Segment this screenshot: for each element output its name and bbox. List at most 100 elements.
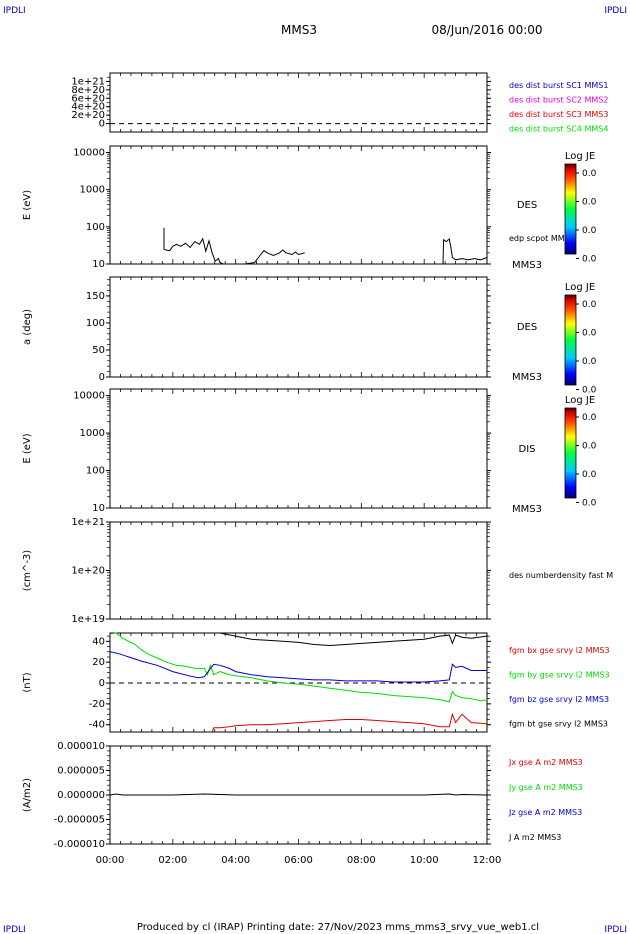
colorbar-tick-label: 0.0 xyxy=(582,226,597,236)
y-tick-label: 100 xyxy=(86,466,105,477)
x-axis: 00:00 02:00 04:00 06:00 08:00 10:00 12:00 xyxy=(96,855,502,866)
scpot-line xyxy=(163,227,236,265)
y-tick-label: 1000 xyxy=(80,185,105,196)
plot-title-date: 08/Jun/2016 00:00 xyxy=(431,23,542,37)
panel-2: 10000 1000 100 10 E (eV) DES edp scpot MMS3 MMS… xyxy=(22,145,597,271)
y-tick-label: 10000 xyxy=(73,148,105,159)
y-tick-label: 0.000005 xyxy=(57,766,105,777)
colorbar-tick-label: 0.0 xyxy=(582,198,597,208)
panel-frame xyxy=(109,388,488,509)
colorbar-tick-label: 0.0 xyxy=(582,386,597,396)
colorbar-tick-label: 0.0 xyxy=(582,442,597,452)
y-tick-label: 0 xyxy=(99,372,105,383)
y-axis-label: (nT) xyxy=(22,672,33,692)
x-tick-label: 00:00 xyxy=(96,855,125,866)
colorbar-title: Log JE xyxy=(565,395,595,406)
y-tick-label: 2e+20 xyxy=(71,110,105,121)
x-tick-label: 10:00 xyxy=(410,855,439,866)
scpot-line xyxy=(235,249,305,265)
x-tick-label: 12:00 xyxy=(473,855,502,866)
y-tick-label: 0.000000 xyxy=(57,790,105,801)
y-tick-label: 100 xyxy=(86,222,105,233)
panel-3: 150 100 50 0 a (deg) DES MMS3 Log JE 0.0 0.0 0.0 0.… xyxy=(22,276,597,396)
sc-label: MMS3 xyxy=(512,260,542,271)
colorbar-tick-label: 0.0 xyxy=(582,255,597,265)
panel-frame xyxy=(109,145,488,265)
y-axis-label: E (eV) xyxy=(22,190,33,220)
y-tick-label: 0.000010 xyxy=(57,741,105,752)
colorbar-tick-label: 0.0 xyxy=(582,413,597,423)
y-tick-label: -20 xyxy=(89,699,105,710)
legend-entry: fgm by gse srvy l2 MMS3 xyxy=(509,671,610,680)
panel-frame xyxy=(109,632,488,733)
colorbar-title: Log JE xyxy=(565,151,595,162)
current-line xyxy=(109,793,488,796)
species-label: DES xyxy=(517,322,537,333)
legend-entry: des dist burst SC4 MMS4 xyxy=(509,125,608,134)
species-label: DES xyxy=(517,200,537,211)
panel-frame xyxy=(109,276,488,378)
colorbar-tick-label: 0.0 xyxy=(582,329,597,339)
y-tick-label: 1000 xyxy=(80,428,105,439)
y-tick-label: 10 xyxy=(92,503,105,514)
legend-entry: fgm bx gse srvy l2 MMS3 xyxy=(509,646,610,655)
y-tick-label: 0 xyxy=(99,678,105,689)
side-label: des numberdensity fast M xyxy=(509,571,613,580)
y-tick-label: 50 xyxy=(92,345,105,356)
legend-entry: fgm bz gse srvy l2 MMS3 xyxy=(509,695,609,704)
x-tick-label: 04:00 xyxy=(221,855,250,866)
x-tick-label: 02:00 xyxy=(158,855,187,866)
y-tick-label: 1e+21 xyxy=(71,517,105,528)
y-tick-label: 1e+20 xyxy=(71,566,105,577)
field-line xyxy=(109,651,487,683)
side-label: edp scpot MMS3 xyxy=(509,234,575,243)
legend-entry: J A m2 MMS3 xyxy=(508,833,561,842)
y-axis-label: (cm^-3) xyxy=(22,550,33,591)
y-tick-label: 0 xyxy=(99,119,105,130)
colorbar-tick-label: 0.0 xyxy=(582,300,597,310)
plot-title-spacecraft: MMS3 xyxy=(281,23,317,37)
y-tick-label: 100 xyxy=(86,318,105,329)
legend-entry: des dist burst SC1 MMS1 xyxy=(509,81,608,90)
y-axis-label: (A/m2) xyxy=(22,778,33,812)
plot-footer: Produced by cl (IRAP) Printing date: 27/… xyxy=(137,922,539,933)
field-line xyxy=(211,712,488,733)
colorbar xyxy=(564,294,577,386)
y-tick-label: -40 xyxy=(89,720,105,731)
field-line xyxy=(109,632,488,703)
y-tick-label: 10 xyxy=(92,259,105,270)
panel-frame xyxy=(109,521,488,620)
colorbar-tick-label: 0.0 xyxy=(582,470,597,480)
panel-7: 0.000010 0.000005 0.000000 -0.000005 -0.0000… xyxy=(22,741,583,850)
legend-entry: Jz gse A m2 MMS3 xyxy=(508,808,582,817)
corner-label-top-left: IPDLI xyxy=(3,6,26,16)
y-tick-label: 150 xyxy=(86,291,105,302)
colorbar-tick-label: 0.0 xyxy=(582,499,597,509)
y-tick-label: 20 xyxy=(92,657,105,668)
corner-label-bottom-right: IPDLI xyxy=(604,925,627,934)
y-tick-label: 1e+21 xyxy=(71,76,105,87)
x-tick-label: 06:00 xyxy=(284,855,313,866)
scpot-line xyxy=(442,238,488,265)
y-tick-label: 8e+20 xyxy=(71,85,105,96)
y-axis-label: a (deg) xyxy=(22,309,33,345)
colorbar-title: Log JE xyxy=(565,282,595,293)
colorbar-tick-label: 0.0 xyxy=(582,169,597,179)
x-tick-label: 08:00 xyxy=(347,855,376,866)
sc-label: MMS3 xyxy=(512,504,542,515)
y-tick-label: 40 xyxy=(92,636,105,647)
colorbar xyxy=(564,407,577,499)
legend-entry: des dist burst SC3 MMS3 xyxy=(509,110,608,119)
corner-label-bottom-left: IPDLI xyxy=(3,925,26,934)
panel-6: 40 20 0 -20 -40 (nT) fgm bx gse srvy l2 MMS3 fg… xyxy=(22,632,610,733)
legend-entry: Jy gse A m2 MMS3 xyxy=(508,783,583,792)
sc-label: MMS3 xyxy=(512,372,542,383)
colorbar-tick-label: 0.0 xyxy=(582,357,597,367)
y-tick-label: 6e+20 xyxy=(71,93,105,104)
panel-5: 1e+21 1e+20 1e+19 (cm^-3) des numberdensity … xyxy=(22,517,613,625)
legend-entry: des dist burst SC2 MMS2 xyxy=(509,96,608,105)
legend-entry: fgm bt gse srvy l2 MMS3 xyxy=(509,720,608,729)
